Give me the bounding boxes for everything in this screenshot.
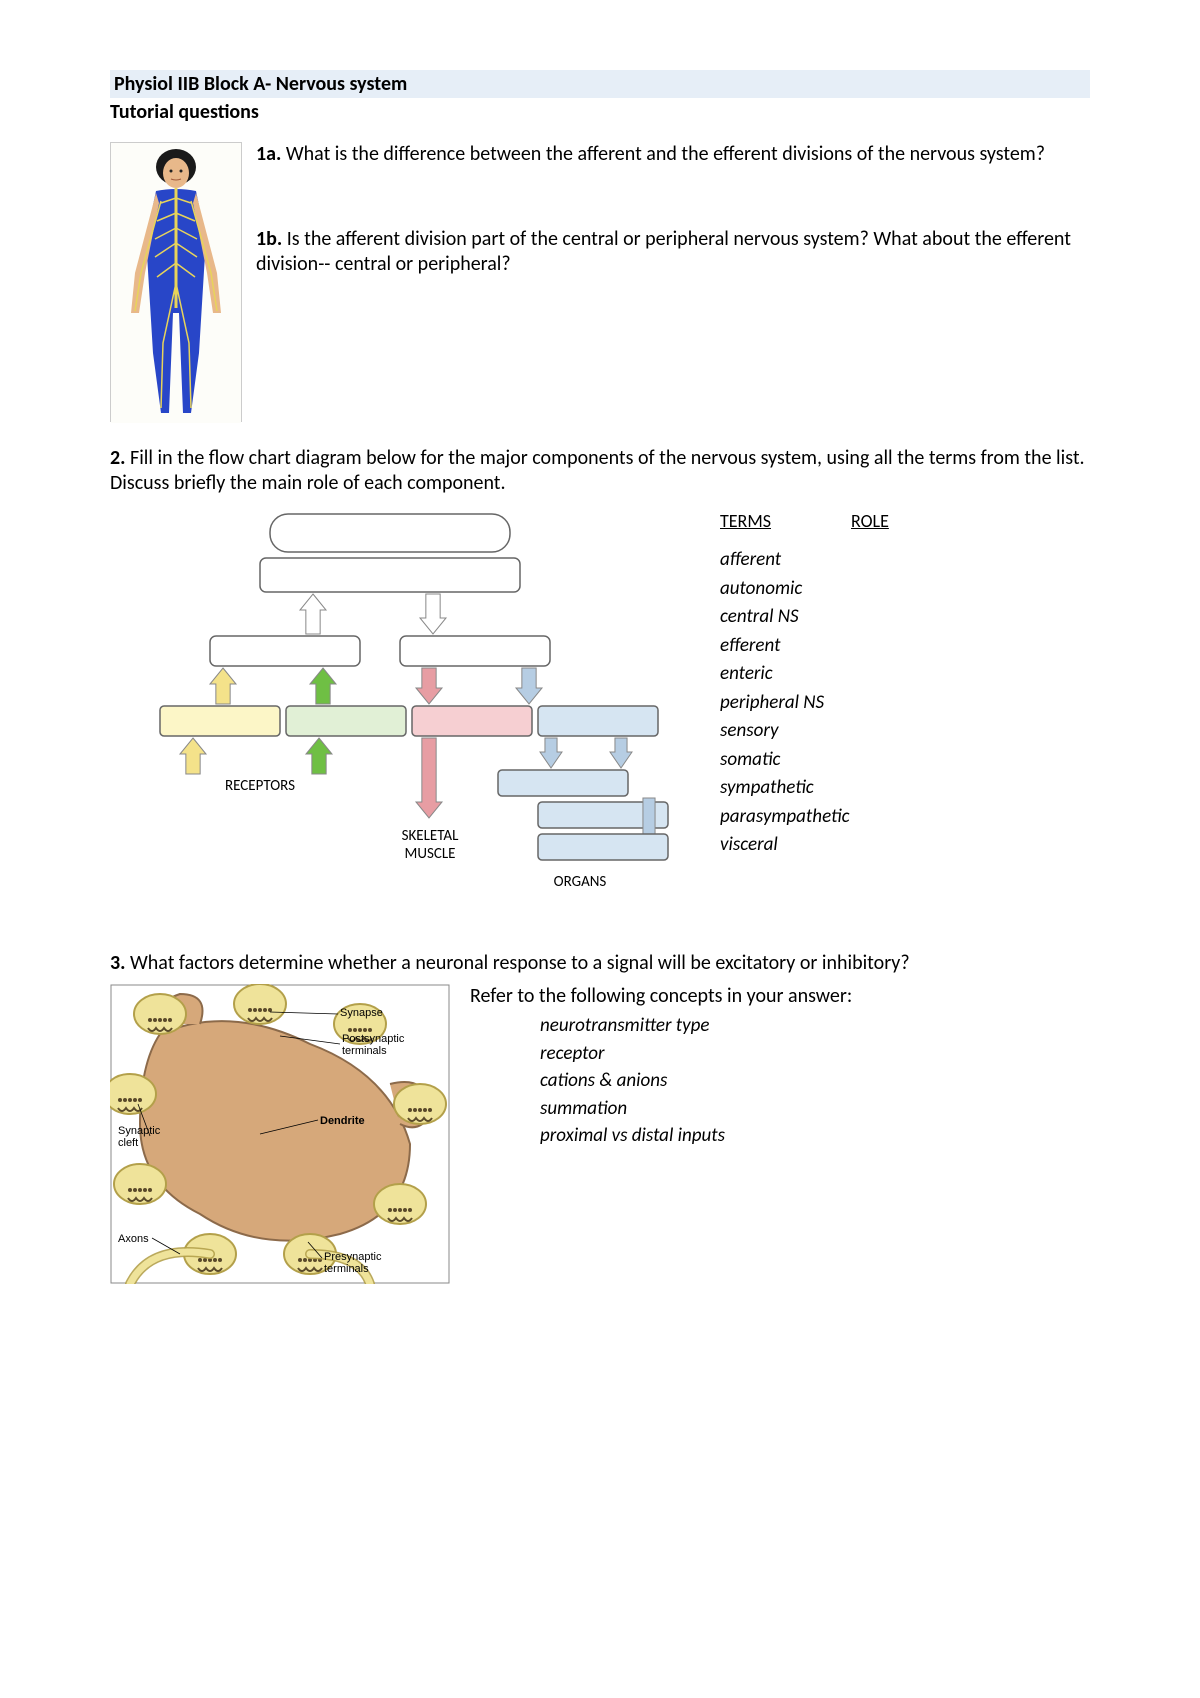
term-item: efferent [720,632,1090,661]
concept-item: summation [540,1095,1090,1123]
q3-text: What factors determine whether a neurona… [125,951,909,975]
nervous-system-flowchart: RECEPTORS SKELETALMUSCLE ORGANS [110,510,690,915]
terms-list: afferentautonomiccentral NSefferententer… [720,546,1090,860]
page-header: Physiol IIB Block A- Nervous system [110,70,1090,98]
svg-text:ORGANS: ORGANS [554,873,607,891]
svg-text:Dendrite: Dendrite [320,1115,365,1127]
term-item: somatic [720,746,1090,775]
terms-column: TERMS ROLE afferentautonomiccentral NSef… [720,510,1090,860]
svg-text:cleft: cleft [118,1137,138,1149]
terms-head-label: TERMS [720,510,771,532]
page-subheader: Tutorial questions [110,100,1090,124]
svg-text:Presynaptic: Presynaptic [324,1251,382,1263]
question-1-text: 1a. What is the difference between the a… [256,142,1090,422]
term-item: central NS [720,603,1090,632]
question-1-block: 1a. What is the difference between the a… [110,142,1090,422]
q1a-text: What is the difference between the affer… [281,142,1045,166]
q2-text: Fill in the flow chart diagram below for… [110,446,1085,495]
concept-item: proximal vs distal inputs [540,1122,1090,1150]
term-item: sensory [720,717,1090,746]
term-item: afferent [720,546,1090,575]
concept-item: receptor [540,1040,1090,1068]
q2-label: 2. [110,446,125,470]
concept-item: cations & anions [540,1067,1090,1095]
question-2: 2. Fill in the flow chart diagram below … [110,446,1090,496]
term-item: enteric [720,660,1090,689]
synapse-figure: SynapsePostsynapticterminalsDendriteSyna… [110,984,450,1289]
svg-text:Synaptic: Synaptic [118,1125,161,1137]
question-3-concepts: Refer to the following concepts in your … [470,984,1090,1150]
svg-text:RECEPTORS: RECEPTORS [225,777,295,795]
q1b-text: Is the afferent division part of the cen… [256,227,1071,276]
concepts-list: neurotransmitter typereceptorcations & a… [470,1012,1090,1150]
svg-text:MUSCLE: MUSCLE [405,845,456,863]
q3-label: 3. [110,951,125,975]
flowchart-area: RECEPTORS SKELETALMUSCLE ORGANS TERMS ROLE… [110,510,1090,915]
svg-text:terminals: terminals [342,1045,387,1057]
concept-item: neurotransmitter type [540,1012,1090,1040]
svg-text:Synapse: Synapse [340,1007,383,1019]
q3-refer: Refer to the following concepts in your … [470,984,1090,1008]
svg-text:SKELETAL: SKELETAL [402,827,459,845]
term-item: autonomic [720,575,1090,604]
term-item: sympathetic [720,774,1090,803]
q1a-label: 1a. [256,142,281,166]
question-3: 3. What factors determine whether a neur… [110,951,1090,976]
svg-text:Postsynaptic: Postsynaptic [342,1033,405,1045]
q1b-label: 1b. [256,227,282,251]
question-1b: 1b. Is the afferent division part of the… [256,227,1090,277]
question-3-area: SynapsePostsynapticterminalsDendriteSyna… [110,984,1090,1289]
role-head-label: ROLE [851,510,889,532]
svg-text:terminals: terminals [324,1263,369,1275]
body-nervous-figure [110,142,242,422]
term-item: visceral [720,831,1090,860]
term-item: peripheral NS [720,689,1090,718]
term-item: parasympathetic [720,803,1090,832]
terms-header: TERMS ROLE [720,510,1090,532]
question-1a: 1a. What is the difference between the a… [256,142,1090,167]
svg-text:Axons: Axons [118,1233,149,1245]
